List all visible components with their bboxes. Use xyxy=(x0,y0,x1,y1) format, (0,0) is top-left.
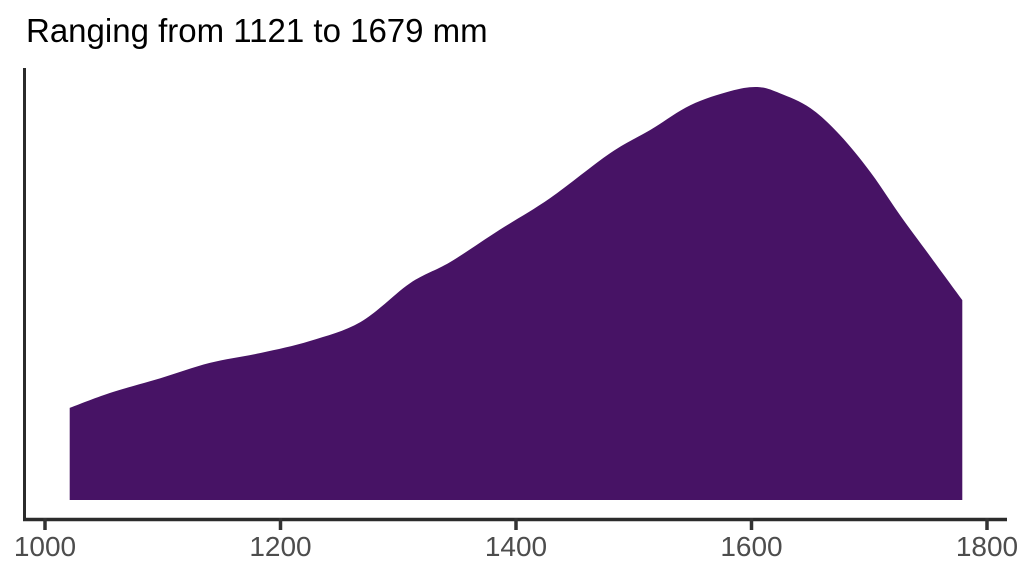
density-area-shape xyxy=(69,86,963,501)
x-tick-label: 1800 xyxy=(956,531,1018,562)
x-tick-label: 1400 xyxy=(485,531,547,562)
chart-title: Ranging from 1121 to 1679 mm xyxy=(26,12,488,49)
x-axis-ticks: 1000 1200 1400 1600 1800 xyxy=(14,518,1018,562)
x-tick-label: 1600 xyxy=(720,531,782,562)
x-tick-label: 1000 xyxy=(14,531,76,562)
x-tick-label: 1200 xyxy=(249,531,311,562)
